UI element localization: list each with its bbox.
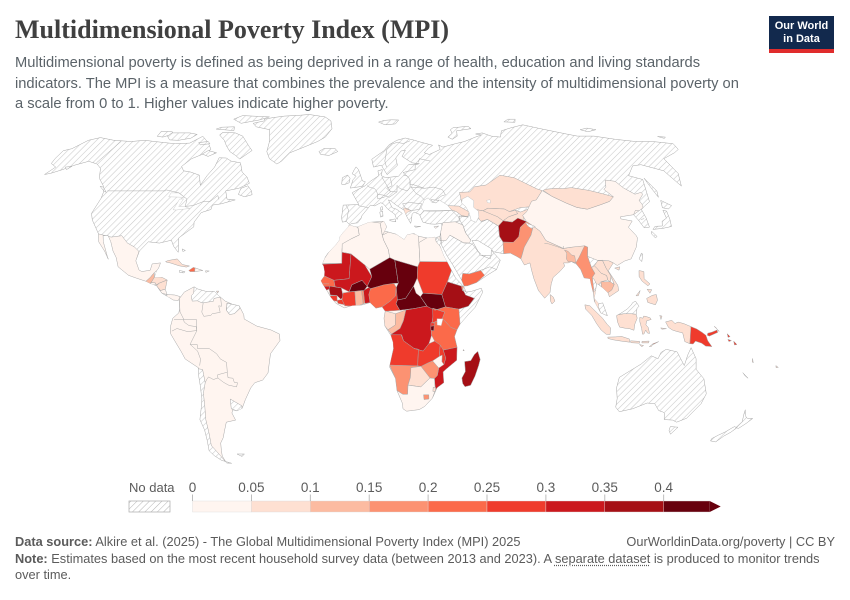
svg-text:0: 0 (189, 480, 197, 495)
svg-text:0.35: 0.35 (592, 480, 618, 495)
svg-text:0.2: 0.2 (419, 480, 438, 495)
svg-text:0.1: 0.1 (301, 480, 320, 495)
svg-text:0.15: 0.15 (356, 480, 382, 495)
svg-text:0.4: 0.4 (654, 480, 673, 495)
svg-text:No data: No data (129, 480, 175, 495)
svg-text:0.25: 0.25 (474, 480, 500, 495)
svg-text:0.05: 0.05 (238, 480, 264, 495)
svg-text:0.3: 0.3 (537, 480, 556, 495)
